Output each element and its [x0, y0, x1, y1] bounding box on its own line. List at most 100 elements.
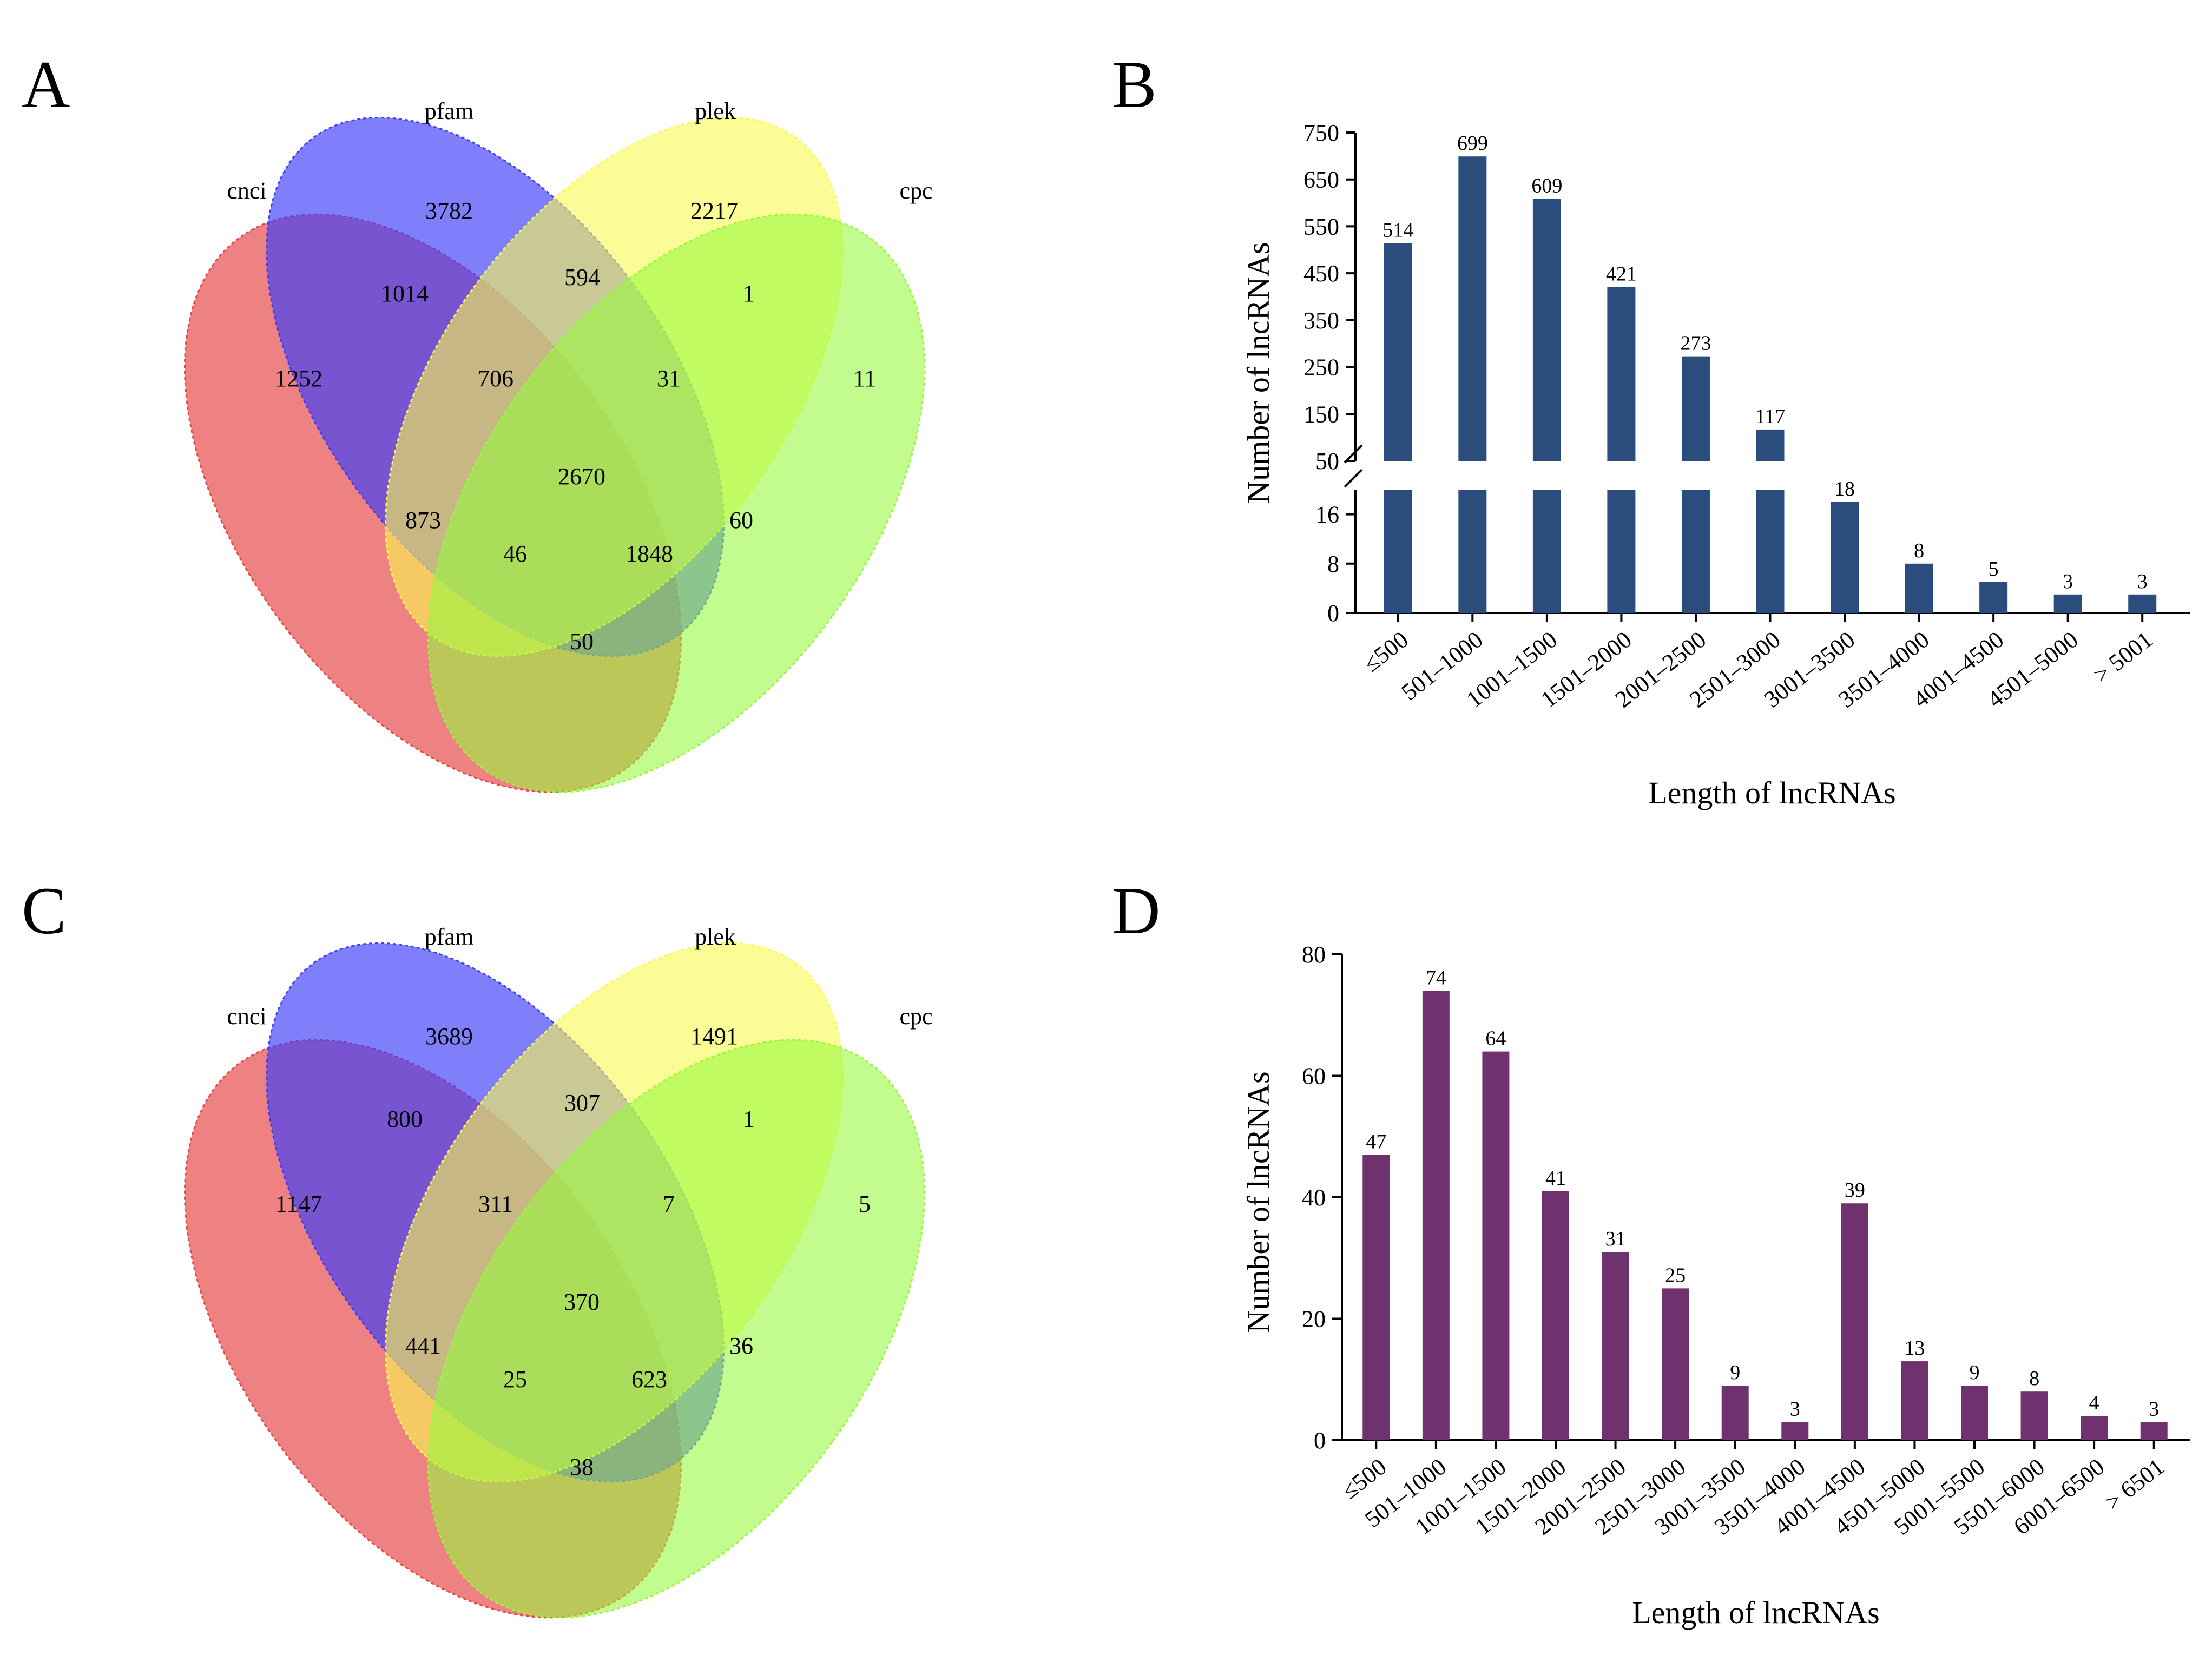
venn-region-cnci-cpc: 50 [570, 628, 594, 655]
bar [1542, 1191, 1569, 1440]
y-axis-title: Number of lncRNAs [1241, 242, 1276, 503]
venn-region-pfam-plek-cpc: 7 [663, 1191, 675, 1217]
bar [2020, 1391, 2048, 1440]
bar-lower-segment [1681, 490, 1710, 613]
bar-value-label: 25 [1665, 1264, 1686, 1287]
venn-label-cpc: cpc [899, 1003, 932, 1030]
venn-diagram-c: cnci pfam plek cpc 1147 3689 1491 5 800 … [183, 924, 933, 1619]
venn-region-plek-cpc: 1 [743, 280, 755, 307]
y-tick-label: 350 [1304, 307, 1339, 334]
x-axis-title: Length of lncRNAs [1632, 1595, 1880, 1630]
venn-region-plek-only: 2217 [690, 197, 738, 224]
bar-value-label: 74 [1426, 966, 1446, 989]
bar-value-label: 514 [1383, 219, 1413, 242]
axis-break-mark [1344, 469, 1363, 488]
bar-value-label: 13 [1904, 1337, 1925, 1360]
bar [1384, 243, 1412, 461]
bar-lower-segment [1458, 490, 1487, 613]
venn-region-cnci-plek-cpc: 25 [503, 1366, 527, 1393]
venn-region-cpc-only: 11 [853, 365, 876, 392]
bar-value-label: 8 [1914, 539, 1924, 562]
venn-region-plek-only: 1491 [690, 1023, 738, 1050]
venn-region-cnci-only: 1147 [275, 1191, 322, 1217]
bar-value-label: 31 [1605, 1228, 1626, 1250]
venn-region-cnci-cpc: 38 [570, 1454, 594, 1480]
bar [1841, 1203, 1868, 1440]
venn-region-pfam-cpc: 36 [729, 1333, 753, 1359]
venn-region-cnci-plek-cpc: 46 [503, 540, 527, 567]
bar [2128, 594, 2157, 613]
venn-region-cnci-pfam: 800 [387, 1106, 423, 1132]
bar-value-label: 41 [1545, 1167, 1566, 1190]
bar [1458, 156, 1487, 461]
bar-value-label: 4 [2089, 1391, 2099, 1414]
bar [2053, 594, 2082, 613]
bar [1905, 563, 1933, 613]
venn-region-cnci-plek: 873 [405, 507, 441, 533]
bar-value-label: 3 [2063, 570, 2073, 593]
venn-set-cpc [427, 213, 926, 793]
bar [1681, 356, 1710, 461]
venn-diagram-a: cnci pfam plek cpc 1252 3782 2217 11 101… [183, 98, 933, 793]
venn-region-all-four: 370 [564, 1289, 600, 1315]
y-tick-label: 0 [1327, 600, 1339, 626]
venn-region-pfam-plek: 594 [564, 264, 600, 291]
y-tick-label: 16 [1315, 502, 1339, 528]
y-tick-label: 60 [1302, 1063, 1326, 1090]
x-tick-label: > 6501 [2100, 1453, 2169, 1515]
bar-value-label: 699 [1457, 132, 1488, 155]
bar-value-label: 3 [2137, 570, 2148, 593]
venn-region-cnci-pfam-plek: 706 [478, 365, 514, 392]
y-tick-label: 40 [1302, 1184, 1326, 1211]
y-tick-label: 450 [1304, 260, 1339, 287]
bar-value-label: 5 [1989, 558, 1999, 581]
y-tick-label: 250 [1304, 354, 1339, 381]
bar [1961, 1385, 1988, 1440]
bar [1607, 287, 1636, 461]
bar-lower-segment [1532, 490, 1561, 613]
venn-region-pfam-plek-cpc: 31 [657, 365, 681, 392]
y-tick-label: 550 [1304, 213, 1339, 240]
venn-region-pfam-only: 3782 [425, 197, 473, 224]
y-tick-label: 8 [1327, 551, 1339, 577]
venn-region-all-four: 2670 [558, 463, 605, 490]
y-tick-label: 20 [1302, 1306, 1326, 1333]
bar-value-label: 3 [2149, 1397, 2159, 1420]
bar [1831, 502, 1859, 613]
y-tick-label: 80 [1302, 941, 1326, 968]
venn-region-cnci-pfam-cpc: 623 [631, 1366, 667, 1393]
bar-value-label: 421 [1606, 262, 1637, 285]
venn-region-cpc-only: 5 [859, 1191, 871, 1217]
bar-chart-d: 02040608047≤50074501–1000641001–15004115… [1241, 941, 2190, 1630]
venn-label-pfam: pfam [425, 98, 473, 124]
venn-region-pfam-plek: 307 [564, 1090, 600, 1116]
bar-value-label: 3 [1790, 1397, 1800, 1420]
bar-value-label: 9 [1730, 1361, 1740, 1384]
bar [1362, 1155, 1390, 1440]
bar [1901, 1361, 1928, 1440]
venn-label-pfam: pfam [425, 924, 473, 950]
bar-value-label: 18 [1834, 478, 1855, 500]
bar-value-label: 8 [2029, 1367, 2039, 1390]
panel-letter-b: B [1112, 48, 1157, 122]
bar [2140, 1422, 2168, 1440]
bar-value-label: 47 [1366, 1130, 1386, 1153]
bar-lower-segment [1384, 490, 1412, 613]
venn-label-cnci: cnci [227, 1003, 266, 1030]
y-axis-title: Number of lncRNAs [1241, 1071, 1276, 1333]
bar [1602, 1252, 1629, 1440]
bar [1662, 1288, 1689, 1440]
bar-lower-segment [1756, 490, 1785, 613]
bar [1482, 1051, 1510, 1440]
venn-region-pfam-cpc: 60 [729, 507, 753, 533]
y-tick-label: 0 [1314, 1427, 1326, 1454]
venn-region-cnci-pfam-plek: 311 [478, 1191, 513, 1217]
x-tick-label: > 5001 [2089, 626, 2158, 688]
axis-break-mark [1344, 444, 1363, 464]
bar-lower-segment [1607, 490, 1636, 613]
bar [1756, 429, 1785, 461]
venn-set-cpc [427, 1039, 926, 1619]
bar [1781, 1422, 1809, 1440]
bar-value-label: 609 [1531, 174, 1562, 197]
venn-label-plek: plek [695, 924, 736, 950]
